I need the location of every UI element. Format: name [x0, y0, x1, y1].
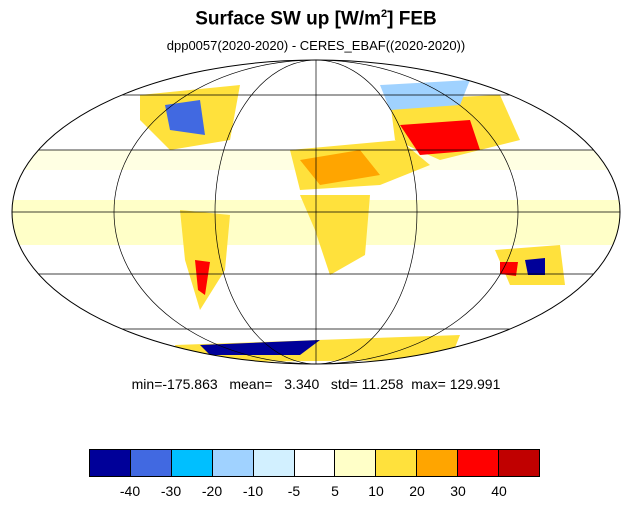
stat-min-label: min=: [131, 376, 163, 392]
title-superscript: 2: [381, 8, 388, 20]
map-subtitle: dpp0057(2020-2020) - CERES_EBAF((2020-20…: [166, 38, 466, 53]
title-suffix: ] FEB: [387, 8, 437, 30]
statistics-line: min=-175.863 mean= 3.340 std= 11.258 max…: [0, 376, 632, 392]
colorbar-tick-label: 10: [368, 483, 384, 499]
colorbar-box-7: [376, 450, 418, 476]
graticule: [12, 60, 620, 364]
colorbar-box-6: [335, 450, 377, 476]
colorbar-tick-labels: -40 -30 -20 -10 -5 5 10 20 30 40: [0, 483, 632, 503]
title-main: Surface SW up [W/m: [195, 8, 382, 30]
colorbar-box-8: [417, 450, 459, 476]
map-title: Surface SW up [W/m2] FEB: [0, 8, 632, 30]
colorbar: [89, 449, 540, 477]
world-map: [11, 59, 621, 365]
colorbar-box-10: [499, 450, 539, 476]
stat-mean-value: 3.340: [284, 376, 320, 392]
stat-std-value: 11.258: [361, 376, 404, 392]
colorbar-tick-label: 40: [491, 483, 507, 499]
colorbar-box-2: [171, 450, 213, 476]
colorbar-tick-label: 20: [409, 483, 425, 499]
colorbar-tick-label: 5: [331, 483, 339, 499]
meridian-120: [113, 60, 519, 364]
stat-max-value: 129.991: [449, 376, 501, 392]
stat-mean-label: mean=: [229, 376, 273, 392]
colorbar-box-5: [294, 450, 336, 476]
colorbar-box-4: [253, 450, 295, 476]
map-border: [11, 59, 621, 365]
colorbar-tick-label: -30: [160, 483, 182, 499]
colorbar-box-3: [212, 450, 254, 476]
stat-std-label: std=: [330, 376, 358, 392]
colorbar-tick-label: -5: [287, 483, 301, 499]
colorbar-box-1: [130, 450, 172, 476]
stat-min-value: -175.863: [162, 376, 218, 392]
meridian-60: [214, 60, 418, 364]
colorbar-tick-label: -20: [201, 483, 223, 499]
stat-max-label: max=: [411, 376, 446, 392]
colorbar-tick-label: -40: [119, 483, 141, 499]
colorbar-box-9: [458, 450, 500, 476]
colorbar-tick-label: -10: [242, 483, 264, 499]
colorbar-tick-label: 30: [450, 483, 466, 499]
colorbar-box-0: [90, 450, 131, 476]
